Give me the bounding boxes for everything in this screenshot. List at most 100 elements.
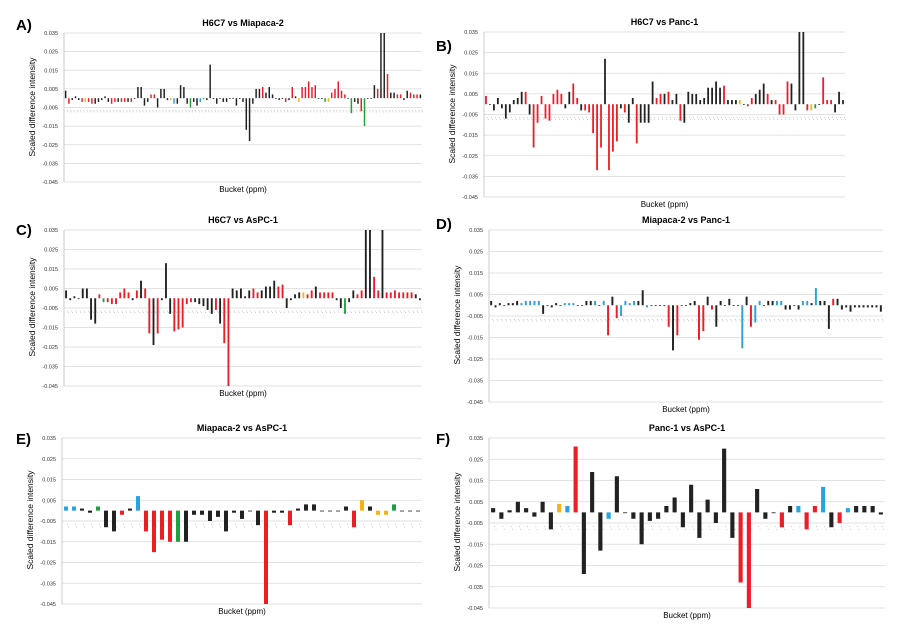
x-tick-label: ··	[210, 309, 217, 315]
x-tick-label: ··	[587, 116, 594, 122]
bar	[202, 298, 205, 307]
x-tick-label: · ·	[673, 524, 681, 531]
bar	[607, 305, 610, 336]
bar	[360, 290, 363, 299]
bar	[156, 298, 159, 334]
x-tick-label: · ·	[160, 522, 168, 529]
x-tick-label: ··	[93, 109, 100, 115]
bar	[730, 512, 735, 538]
bar	[196, 98, 198, 106]
bar	[750, 98, 753, 105]
bar	[631, 512, 636, 519]
x-tick-label: ··	[540, 116, 547, 122]
bar	[307, 81, 310, 99]
x-tick-label: · ·	[376, 522, 384, 529]
x-tick-label: ··	[714, 116, 721, 122]
bar	[598, 305, 601, 307]
x-tick-label: · ·	[184, 522, 192, 529]
x-tick-label: ··	[710, 318, 717, 324]
x-tick-label: ··	[698, 116, 705, 122]
bar	[544, 104, 547, 119]
x-tick-label: ··	[775, 318, 782, 324]
bar	[306, 294, 309, 299]
x-tick-label: ··	[118, 309, 125, 315]
bar	[363, 98, 366, 127]
x-tick-label: · ·	[304, 522, 312, 529]
bar	[284, 98, 287, 102]
bar	[173, 98, 175, 104]
bar	[160, 298, 163, 301]
x-tick-label: ··	[659, 116, 666, 122]
x-tick-label: ··	[162, 109, 169, 115]
x-tick-label: ··	[745, 318, 752, 324]
bar	[672, 497, 677, 513]
x-tick-label: ··	[179, 109, 186, 115]
bar	[585, 300, 588, 306]
chart-title: Miapaca-2 vs Panc-1	[641, 215, 731, 225]
x-tick-label: ··	[231, 309, 238, 315]
bar	[643, 104, 646, 123]
bar	[386, 73, 389, 99]
bar	[334, 88, 336, 99]
x-tick-label: ··	[310, 309, 317, 315]
y-tick-label: 0.015	[469, 479, 483, 485]
x-tick-label: ··	[564, 116, 571, 122]
bar	[770, 100, 773, 105]
x-tick-label: ··	[559, 318, 566, 324]
y-tick-label: 0.015	[42, 478, 56, 484]
bar	[120, 510, 124, 515]
bar	[499, 512, 504, 519]
x-tick-label: ··	[792, 318, 799, 324]
x-tick-label: ··	[153, 109, 160, 115]
bar	[377, 290, 380, 299]
x-tick-label: ··	[797, 318, 804, 324]
x-tick-label: ··	[307, 109, 314, 115]
bar	[85, 288, 88, 299]
bar	[637, 300, 640, 306]
x-tick-label: ··	[152, 309, 159, 315]
bar	[352, 510, 356, 528]
x-tick-label: ··	[827, 318, 834, 324]
x-tick-label: ··	[524, 318, 531, 324]
x-tick-label: ··	[93, 309, 100, 315]
x-tick-label: · ·	[400, 522, 408, 529]
x-tick-label: · ·	[360, 522, 368, 529]
bar	[713, 512, 718, 523]
bar	[150, 94, 152, 99]
x-tick-label: ··	[879, 318, 886, 324]
x-tick-label: · ·	[615, 524, 623, 531]
bar	[639, 512, 644, 545]
bar	[291, 87, 294, 99]
x-tick-label: ··	[419, 109, 426, 115]
x-tick-label: ··	[498, 318, 505, 324]
bar	[347, 98, 349, 99]
y-tick-label: 0.035	[469, 228, 483, 234]
bar	[498, 303, 501, 306]
x-tick-label: ··	[205, 109, 212, 115]
bar	[494, 305, 497, 308]
x-tick-label: ··	[749, 318, 756, 324]
x-tick-label: ··	[758, 318, 765, 324]
y-tick-label: 0.005	[464, 92, 478, 98]
x-tick-label: ··	[350, 109, 357, 115]
x-tick-label: ··	[727, 318, 734, 324]
bar	[170, 98, 172, 101]
x-tick-label: ··	[679, 116, 686, 122]
x-tick-label: · ·	[500, 524, 508, 531]
x-tick-label: ··	[327, 309, 334, 315]
bar	[91, 98, 93, 104]
x-tick-label: ··	[550, 318, 557, 324]
x-tick-label: ··	[683, 116, 690, 122]
x-tick-label: ··	[766, 116, 773, 122]
x-tick-label: ··	[392, 109, 399, 115]
x-tick-label: · ·	[607, 524, 615, 531]
bar	[163, 88, 165, 99]
x-tick-label: ··	[274, 109, 281, 115]
bar	[703, 98, 706, 105]
x-tick-label: ··	[494, 318, 501, 324]
x-tick-label: ··	[189, 309, 196, 315]
x-tick-label: ··	[120, 109, 127, 115]
x-tick-label: ··	[123, 309, 130, 315]
bar	[256, 292, 259, 299]
x-tick-label: ··	[528, 116, 535, 122]
